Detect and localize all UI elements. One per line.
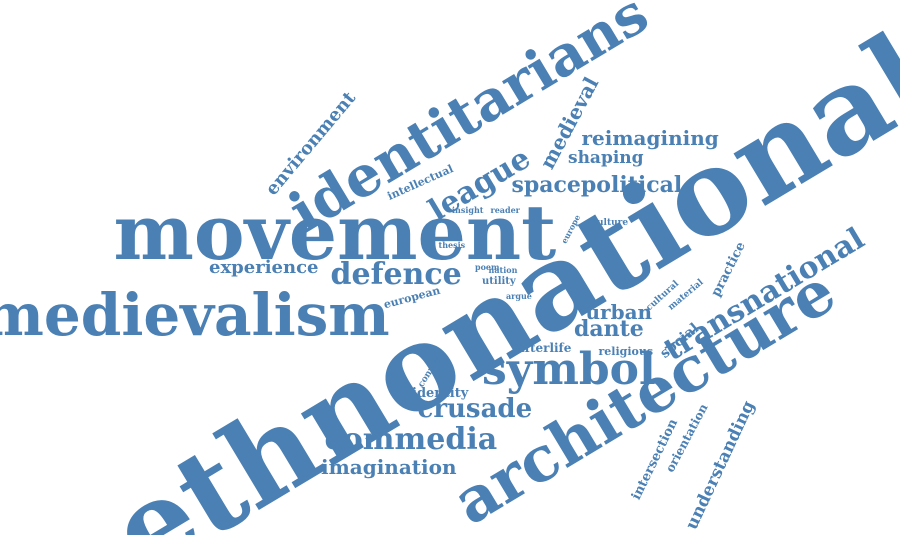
word-dante: dante [574,316,644,342]
word-medievalism: medievalism [0,281,390,349]
word-urban: urban [585,300,653,324]
word-insight: insight [452,205,484,215]
word-culture: culture [591,217,629,228]
word-religious: religious [598,344,654,358]
word-reader: reader [490,205,520,215]
word-crusade: crusade [417,394,533,424]
word-reimagining: reimagining [581,126,719,150]
word-poem: poem [475,262,500,272]
word-spacepolitical: spacepolitical [511,172,683,198]
word-nation: nation [488,265,518,275]
word-movement: movement [113,188,557,277]
word-identity: identity [412,385,469,401]
word-utility: utility [482,276,516,287]
word-imagination: imagination [321,455,457,479]
word-commedia: commedia [324,422,498,457]
word-thesis: thesis [438,240,466,250]
word-afterlife: afterlife [517,341,572,355]
word-symbol: symbol [482,344,656,395]
word-experience: experience [209,257,319,278]
word-argue: argue [506,291,532,301]
word-defence: defence [330,257,462,292]
word-shaping: shaping [568,147,644,168]
